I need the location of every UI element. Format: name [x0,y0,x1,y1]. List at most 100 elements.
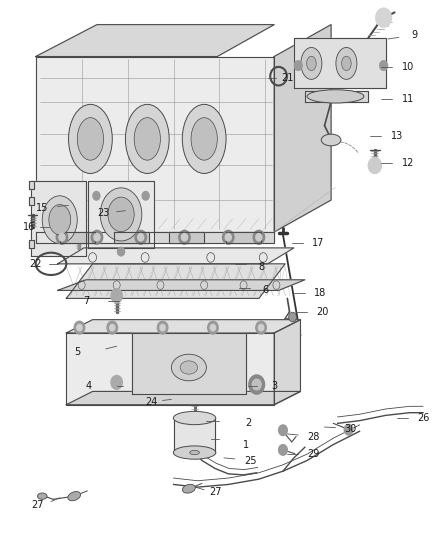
Ellipse shape [42,196,77,244]
Circle shape [343,424,352,435]
Circle shape [77,325,82,331]
Polygon shape [293,38,385,88]
Polygon shape [57,248,293,264]
Polygon shape [66,320,300,333]
Ellipse shape [300,47,321,79]
Text: 12: 12 [401,158,413,168]
Ellipse shape [173,411,215,425]
Circle shape [159,325,165,331]
Polygon shape [88,181,153,248]
Text: 8: 8 [258,262,264,271]
Text: 30: 30 [344,424,356,434]
Text: 25: 25 [244,456,256,465]
Text: 5: 5 [74,346,80,357]
Text: 17: 17 [311,238,323,247]
Text: 27: 27 [32,499,44,510]
Ellipse shape [125,104,169,173]
Text: 26: 26 [416,413,428,423]
Circle shape [107,321,117,334]
Ellipse shape [341,56,350,70]
Circle shape [59,233,65,241]
Circle shape [157,321,167,334]
Polygon shape [35,56,274,232]
Circle shape [288,312,296,322]
Circle shape [94,233,100,241]
Ellipse shape [171,354,206,381]
Circle shape [255,233,261,241]
Circle shape [74,321,85,334]
Text: 16: 16 [23,222,35,232]
Circle shape [379,61,387,70]
Circle shape [91,230,102,244]
Text: 2: 2 [244,418,251,429]
Polygon shape [66,333,274,405]
Ellipse shape [134,118,160,160]
Ellipse shape [100,188,141,241]
Text: 28: 28 [307,432,319,442]
Polygon shape [304,91,367,102]
Ellipse shape [191,118,217,160]
Text: 27: 27 [208,488,221,497]
Ellipse shape [321,134,340,146]
Polygon shape [132,333,245,394]
Circle shape [110,325,115,331]
Text: 18: 18 [313,288,325,298]
Circle shape [367,158,381,173]
Polygon shape [226,232,261,243]
Polygon shape [35,232,274,243]
Circle shape [225,233,231,241]
Text: 22: 22 [29,259,42,269]
Circle shape [278,445,287,455]
Circle shape [210,325,215,331]
Circle shape [248,375,264,394]
Polygon shape [114,232,149,243]
Text: 15: 15 [36,203,48,213]
Circle shape [252,379,261,390]
Circle shape [258,325,263,331]
Circle shape [142,191,149,200]
Polygon shape [66,391,300,405]
Circle shape [207,321,218,334]
Text: 10: 10 [401,62,413,72]
Text: 29: 29 [307,449,319,458]
Text: 4: 4 [85,381,91,391]
Circle shape [117,247,124,256]
Ellipse shape [306,90,363,103]
Text: 20: 20 [315,306,328,317]
Ellipse shape [77,118,103,160]
Polygon shape [29,181,33,189]
Circle shape [135,230,146,244]
Text: 1: 1 [242,440,248,450]
Circle shape [56,230,67,244]
Polygon shape [60,232,95,243]
Text: 11: 11 [401,94,413,104]
Polygon shape [29,240,33,248]
Polygon shape [169,232,204,243]
Ellipse shape [182,484,195,493]
Ellipse shape [67,491,81,500]
Ellipse shape [306,56,315,70]
Circle shape [111,289,122,303]
Text: 13: 13 [390,131,402,141]
Ellipse shape [180,361,197,374]
Ellipse shape [37,493,47,499]
Polygon shape [274,25,330,232]
Polygon shape [35,25,274,56]
Circle shape [253,230,264,244]
Polygon shape [173,418,215,453]
Circle shape [178,230,190,244]
Text: 24: 24 [145,397,158,407]
Text: 3: 3 [271,381,277,391]
Circle shape [278,425,287,435]
Ellipse shape [189,450,199,455]
Ellipse shape [68,104,112,173]
Polygon shape [57,280,304,290]
Polygon shape [274,320,300,405]
Circle shape [293,61,301,70]
Text: 21: 21 [280,73,293,83]
Ellipse shape [173,446,215,459]
Circle shape [181,233,187,241]
Circle shape [222,230,233,244]
Text: 7: 7 [83,296,89,306]
Circle shape [138,233,144,241]
